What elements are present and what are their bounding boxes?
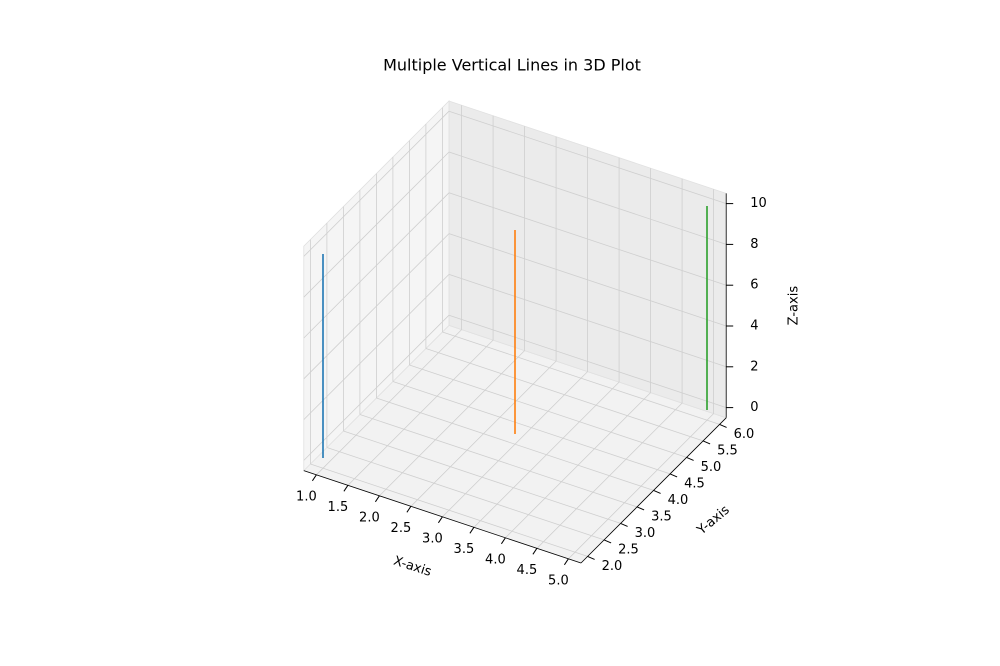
grid-line — [343, 430, 621, 524]
x-tick-label: 5.0 — [548, 573, 569, 588]
y-tick — [620, 522, 628, 527]
grid-line — [303, 233, 450, 380]
z-tick-label: 4 — [750, 319, 758, 334]
grid-line — [376, 397, 654, 491]
y-tick — [587, 555, 595, 560]
y-tick-label: 3.0 — [635, 526, 656, 541]
grid-line — [442, 331, 720, 425]
z-tick-label: 0 — [750, 400, 758, 415]
y-tick-label: 2.0 — [602, 559, 623, 574]
grid-line — [448, 314, 727, 408]
x-tick-label: 3.5 — [454, 542, 475, 557]
y-tick-label: 5.0 — [701, 460, 722, 475]
x-tick-label: 1.5 — [328, 500, 349, 515]
x-tick — [374, 495, 380, 503]
x-tick-label: 1.0 — [296, 489, 317, 504]
x-tick — [469, 527, 475, 534]
y-tick-label: 2.5 — [618, 542, 639, 557]
grid-line — [409, 364, 687, 458]
z-tick-label: 10 — [750, 196, 767, 211]
grid-line — [303, 110, 450, 257]
grid-line — [359, 414, 638, 508]
grid-line — [326, 447, 605, 541]
y-tick-label: 4.5 — [684, 476, 705, 491]
x-tick — [532, 548, 538, 555]
y-tick-label: 5.5 — [717, 443, 738, 458]
y-tick-label: 6.0 — [734, 427, 755, 442]
grid-line — [425, 348, 704, 442]
grid-line — [303, 192, 450, 339]
y-tick — [636, 506, 645, 511]
grid-line — [303, 274, 450, 420]
y-tick — [603, 539, 612, 544]
x-tick-label: 2.5 — [391, 521, 412, 536]
x-tick — [343, 485, 349, 492]
x-tick — [437, 516, 443, 524]
x-tick — [406, 506, 412, 513]
x-tick-label: 4.0 — [485, 552, 506, 567]
y-axis-label: Y-axis — [694, 503, 733, 539]
x-axis-line — [303, 470, 582, 564]
grid-line — [303, 314, 450, 461]
grid-line — [448, 110, 727, 204]
z-tick-label: 6 — [750, 278, 758, 293]
chart-title: Multiple Vertical Lines in 3D Plot — [383, 56, 641, 75]
grid-line — [448, 151, 727, 245]
x-tick — [563, 558, 569, 566]
grid-line — [303, 151, 450, 298]
y-tick — [686, 456, 694, 461]
x-tick-label: 3.0 — [422, 531, 443, 546]
grid-line — [448, 233, 727, 327]
x-tick — [311, 474, 317, 482]
y-tick-label: 4.0 — [668, 493, 689, 508]
z-tick-label: 8 — [750, 237, 758, 252]
y-tick — [669, 473, 678, 478]
grid-line — [448, 192, 727, 286]
grid-line — [448, 274, 727, 368]
y-tick — [719, 423, 727, 428]
x-axis-label: X-axis — [392, 554, 434, 580]
x-tick — [500, 537, 506, 545]
grid-line — [310, 463, 588, 557]
y-tick — [653, 489, 661, 494]
y-tick — [702, 440, 711, 445]
z-axis-label: Z-axis — [787, 286, 802, 326]
x-tick-label: 4.5 — [517, 563, 538, 578]
grid-line — [392, 381, 671, 475]
x-tick-label: 2.0 — [359, 510, 380, 525]
z-tick-label: 2 — [750, 359, 758, 374]
y-axis-line — [580, 417, 727, 564]
y-tick-label: 3.5 — [651, 509, 672, 524]
